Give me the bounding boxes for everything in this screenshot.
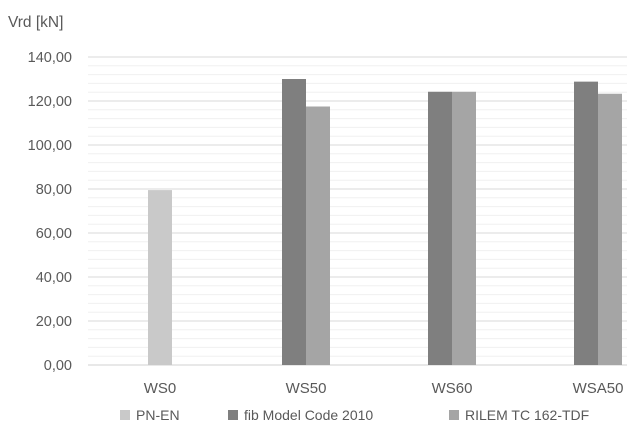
bar-ws0-series-1 xyxy=(148,190,172,365)
y-tick-label: 120,00 xyxy=(28,94,72,110)
x-tick-label: WS60 xyxy=(432,380,473,397)
bar-ws60-series-3 xyxy=(452,92,476,365)
bar-wsa50-series-3 xyxy=(598,94,622,365)
y-axis-label: Vrd [kN] xyxy=(8,14,63,31)
bar-ws50-series-2 xyxy=(282,79,306,365)
y-tick-label: 80,00 xyxy=(36,182,72,198)
y-tick-label: 0,00 xyxy=(44,358,72,374)
y-tick-label: 40,00 xyxy=(36,270,72,286)
bar-ws50-series-3 xyxy=(306,107,330,366)
y-tick-label: 20,00 xyxy=(36,314,72,330)
y-tick-label: 140,00 xyxy=(28,50,72,66)
legend-label: fib Model Code 2010 xyxy=(244,407,373,423)
legend-label: RILEM TC 162-TDF xyxy=(465,407,589,423)
x-tick-label: WSA50 xyxy=(573,380,624,397)
bars xyxy=(148,79,622,365)
y-tick-label: 100,00 xyxy=(28,138,72,154)
legend-swatch xyxy=(449,410,459,420)
x-tick-label: WS50 xyxy=(286,380,327,397)
legend-label: PN-EN xyxy=(136,407,180,423)
legend-swatch xyxy=(228,410,238,420)
bar-ws60-series-2 xyxy=(428,92,452,365)
bar-wsa50-series-2 xyxy=(574,82,598,365)
legend: PN-EN fib Model Code 2010 RILEM TC 162-TDF xyxy=(120,407,589,423)
x-tick-label: WS0 xyxy=(144,380,177,397)
legend-swatch xyxy=(120,410,130,420)
y-tick-label: 60,00 xyxy=(36,226,72,242)
